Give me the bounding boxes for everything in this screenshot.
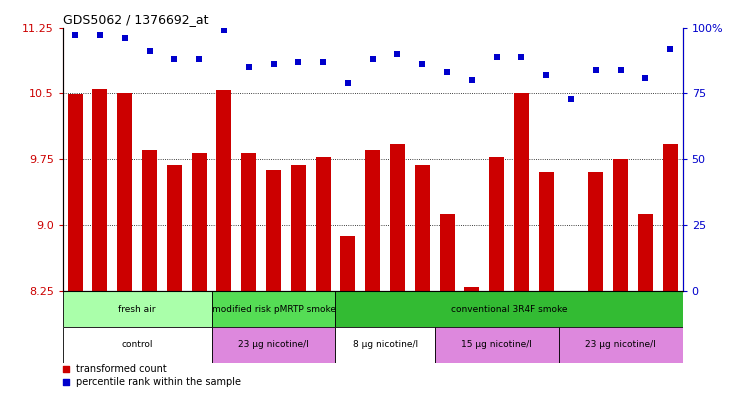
- Text: control: control: [121, 340, 153, 349]
- Bar: [613, 159, 628, 291]
- Point: [218, 27, 230, 33]
- Point: [441, 69, 453, 75]
- Text: fresh air: fresh air: [118, 305, 156, 314]
- Bar: [559, 327, 683, 363]
- Point: [565, 95, 577, 102]
- Bar: [340, 236, 355, 291]
- Point: [144, 48, 156, 54]
- Point: [69, 32, 81, 39]
- Text: conventional 3R4F smoke: conventional 3R4F smoke: [451, 305, 568, 314]
- Bar: [336, 327, 435, 363]
- Bar: [440, 214, 455, 291]
- Point: [615, 66, 627, 73]
- Text: 8 μg nicotine/l: 8 μg nicotine/l: [353, 340, 418, 349]
- Point: [268, 61, 280, 68]
- Point: [342, 80, 354, 86]
- Point: [516, 53, 528, 60]
- Bar: [638, 214, 653, 291]
- Bar: [663, 143, 677, 291]
- Point: [60, 379, 72, 386]
- Bar: [588, 172, 603, 291]
- Bar: [212, 327, 336, 363]
- Point: [243, 64, 255, 70]
- Point: [590, 66, 601, 73]
- Point: [491, 53, 503, 60]
- Point: [664, 46, 676, 52]
- Bar: [192, 153, 207, 291]
- Bar: [63, 327, 212, 363]
- Bar: [464, 287, 479, 291]
- Bar: [266, 170, 281, 291]
- Bar: [435, 327, 559, 363]
- Bar: [167, 165, 182, 291]
- Text: 23 μg nicotine/l: 23 μg nicotine/l: [238, 340, 309, 349]
- Text: 15 μg nicotine/l: 15 μg nicotine/l: [461, 340, 532, 349]
- Bar: [316, 157, 331, 291]
- Bar: [415, 165, 430, 291]
- Bar: [291, 165, 306, 291]
- Bar: [539, 172, 554, 291]
- Point: [292, 59, 304, 65]
- Point: [466, 77, 477, 83]
- Bar: [336, 291, 683, 327]
- Bar: [489, 157, 504, 291]
- Bar: [92, 89, 107, 291]
- Point: [193, 56, 205, 62]
- Point: [317, 59, 329, 65]
- Bar: [63, 291, 212, 327]
- Point: [94, 32, 106, 39]
- Bar: [514, 94, 529, 291]
- Point: [392, 51, 404, 57]
- Point: [367, 56, 379, 62]
- Bar: [212, 291, 336, 327]
- Bar: [365, 150, 380, 291]
- Text: transformed count: transformed count: [76, 364, 167, 374]
- Bar: [241, 153, 256, 291]
- Point: [60, 366, 72, 373]
- Point: [119, 35, 131, 41]
- Bar: [216, 90, 231, 291]
- Point: [540, 72, 552, 78]
- Text: modified risk pMRTP smoke: modified risk pMRTP smoke: [212, 305, 336, 314]
- Point: [168, 56, 180, 62]
- Text: 23 μg nicotine/l: 23 μg nicotine/l: [585, 340, 656, 349]
- Bar: [142, 150, 157, 291]
- Bar: [390, 143, 405, 291]
- Point: [416, 61, 428, 68]
- Text: GDS5062 / 1376692_at: GDS5062 / 1376692_at: [63, 13, 208, 26]
- Point: [640, 74, 652, 81]
- Bar: [117, 94, 132, 291]
- Text: percentile rank within the sample: percentile rank within the sample: [76, 378, 241, 387]
- Bar: [68, 94, 83, 291]
